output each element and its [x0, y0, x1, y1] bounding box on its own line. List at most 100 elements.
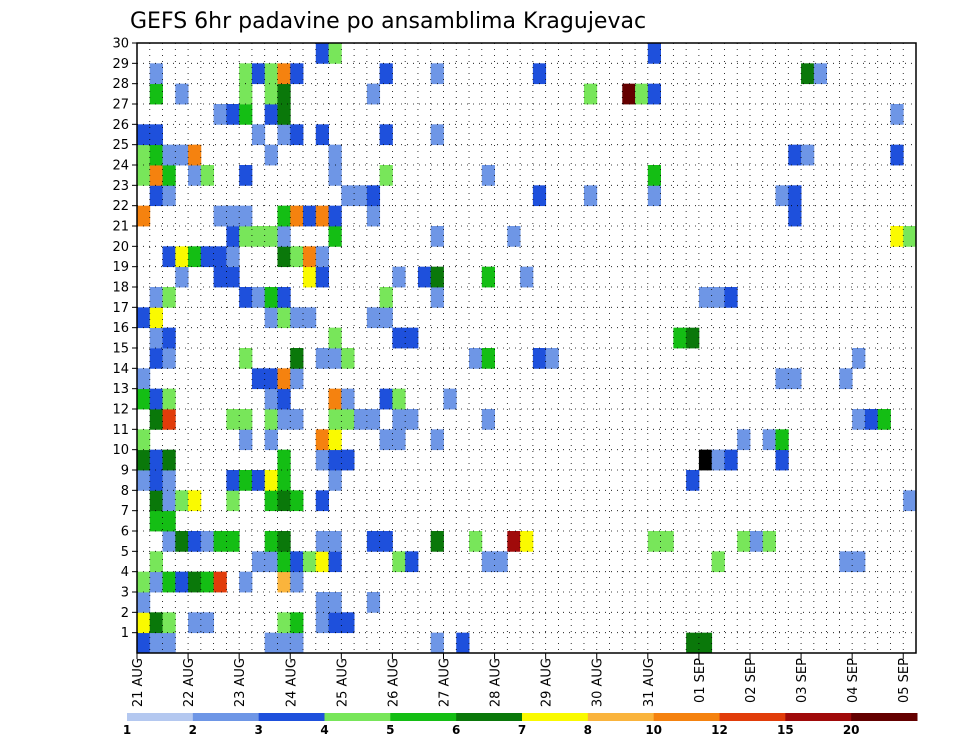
heatmap-cell	[290, 307, 304, 329]
heatmap-cell	[890, 226, 904, 247]
y-tick-label: 30	[112, 37, 129, 52]
heatmap-cell	[277, 470, 291, 491]
heatmap-cell	[341, 388, 355, 410]
heatmap-cell	[162, 531, 176, 552]
heatmap-cell	[430, 531, 444, 552]
legend: 1 2 3 4 5 6 7 8 10 12 15 20	[123, 713, 918, 737]
heatmap-cell	[277, 83, 291, 105]
heatmap-cell	[162, 449, 176, 471]
heatmap-cell	[290, 246, 304, 268]
heatmap-cell	[137, 144, 151, 166]
heatmap-cell	[290, 551, 304, 573]
heatmap-cell	[277, 531, 291, 552]
heatmap-cell	[188, 144, 202, 166]
heatmap-cell	[264, 226, 278, 247]
y-tick-label: 8	[121, 484, 129, 499]
heatmap-cell	[277, 307, 291, 329]
heatmap-cell	[813, 63, 828, 85]
heatmap-cell	[328, 43, 342, 64]
heatmap-cell	[839, 551, 853, 573]
heatmap-cell	[328, 531, 342, 552]
heatmap-cell	[188, 531, 202, 552]
heatmap-cell	[379, 63, 393, 85]
heatmap-cell	[660, 531, 674, 552]
heatmap-cell	[430, 287, 444, 308]
heatmap-cell	[775, 429, 789, 451]
heatmap-cell	[290, 368, 304, 390]
heatmap-cell	[162, 612, 176, 634]
heatmap-cell	[775, 368, 789, 390]
heatmap-cell	[264, 429, 278, 451]
heatmap-cell	[239, 205, 253, 227]
heatmap-cell	[545, 348, 559, 369]
heatmap-cell	[137, 632, 151, 654]
heatmap-cell	[315, 205, 329, 227]
heatmap-cell	[341, 612, 355, 634]
heatmap-cell	[328, 144, 342, 166]
heatmap-cell	[188, 490, 202, 512]
heatmap-cell	[149, 327, 163, 349]
heatmap-cell	[149, 409, 163, 430]
heatmap-cell	[430, 429, 444, 451]
heatmap-cell	[149, 63, 163, 85]
y-tick-label: 12	[112, 403, 129, 418]
heatmap-cell	[277, 246, 291, 268]
y-tick-label: 18	[112, 281, 129, 296]
heatmap-cell	[188, 165, 202, 186]
heatmap-cell	[507, 226, 521, 247]
legend-swatch	[522, 713, 589, 721]
cells-layer	[137, 43, 917, 654]
heatmap-cell	[622, 83, 636, 105]
heatmap-cell	[379, 531, 393, 552]
heatmap-cell	[852, 409, 866, 430]
heatmap-cell	[417, 266, 432, 288]
heatmap-cell	[213, 205, 227, 227]
legend-label: 1	[123, 723, 131, 737]
legend-label: 2	[189, 723, 197, 737]
heatmap-cell	[239, 571, 253, 593]
y-tick-label: 28	[112, 77, 129, 92]
heatmap-cell	[213, 531, 227, 552]
heatmap-cell	[264, 490, 278, 512]
heatmap-cell	[175, 490, 189, 512]
heatmap-cell	[315, 429, 329, 451]
heatmap-cell	[149, 287, 163, 308]
heatmap-cell	[277, 63, 291, 85]
heatmap-cell	[852, 551, 866, 573]
heatmap-cell	[200, 246, 215, 268]
heatmap-cell	[137, 205, 151, 227]
x-axis: 21 AUG 22 AUG 23 AUG 24 AUG 25 AUG 26 AUG 27 A…	[131, 653, 912, 707]
heatmap-cell	[724, 449, 738, 471]
heatmap-cell	[137, 571, 151, 593]
heatmap-cell	[303, 307, 317, 329]
y-tick-label: 11	[112, 423, 129, 438]
heatmap-cell	[379, 388, 393, 410]
heatmap-cell	[520, 266, 534, 288]
heatmap-cell	[149, 83, 163, 105]
heatmap-cell	[328, 226, 342, 247]
heatmap-cell	[162, 470, 176, 491]
heatmap-cell	[137, 165, 151, 186]
heatmap-cell	[188, 571, 202, 593]
heatmap-cell	[315, 449, 329, 471]
heatmap-cell	[239, 470, 253, 491]
heatmap-cell	[647, 83, 661, 105]
heatmap-cell	[162, 144, 176, 166]
x-tick-label: 02 SEP	[744, 658, 759, 703]
heatmap-cell	[290, 124, 304, 146]
heatmap-cell	[277, 287, 291, 308]
heatmap-cell	[226, 531, 240, 552]
heatmap-cell	[239, 429, 253, 451]
heatmap-cell	[226, 470, 240, 491]
heatmap-cell	[315, 612, 329, 634]
y-tick-label: 2	[121, 606, 129, 621]
heatmap-cell	[175, 531, 189, 552]
heatmap-cell	[290, 490, 304, 512]
heatmap-cell	[430, 266, 444, 288]
heatmap-cell	[890, 104, 904, 125]
heatmap-cell	[200, 612, 215, 634]
heatmap-cell	[469, 531, 483, 552]
y-tick-label: 25	[112, 138, 129, 153]
heatmap-cell	[839, 368, 853, 390]
heatmap-cell	[277, 632, 291, 654]
